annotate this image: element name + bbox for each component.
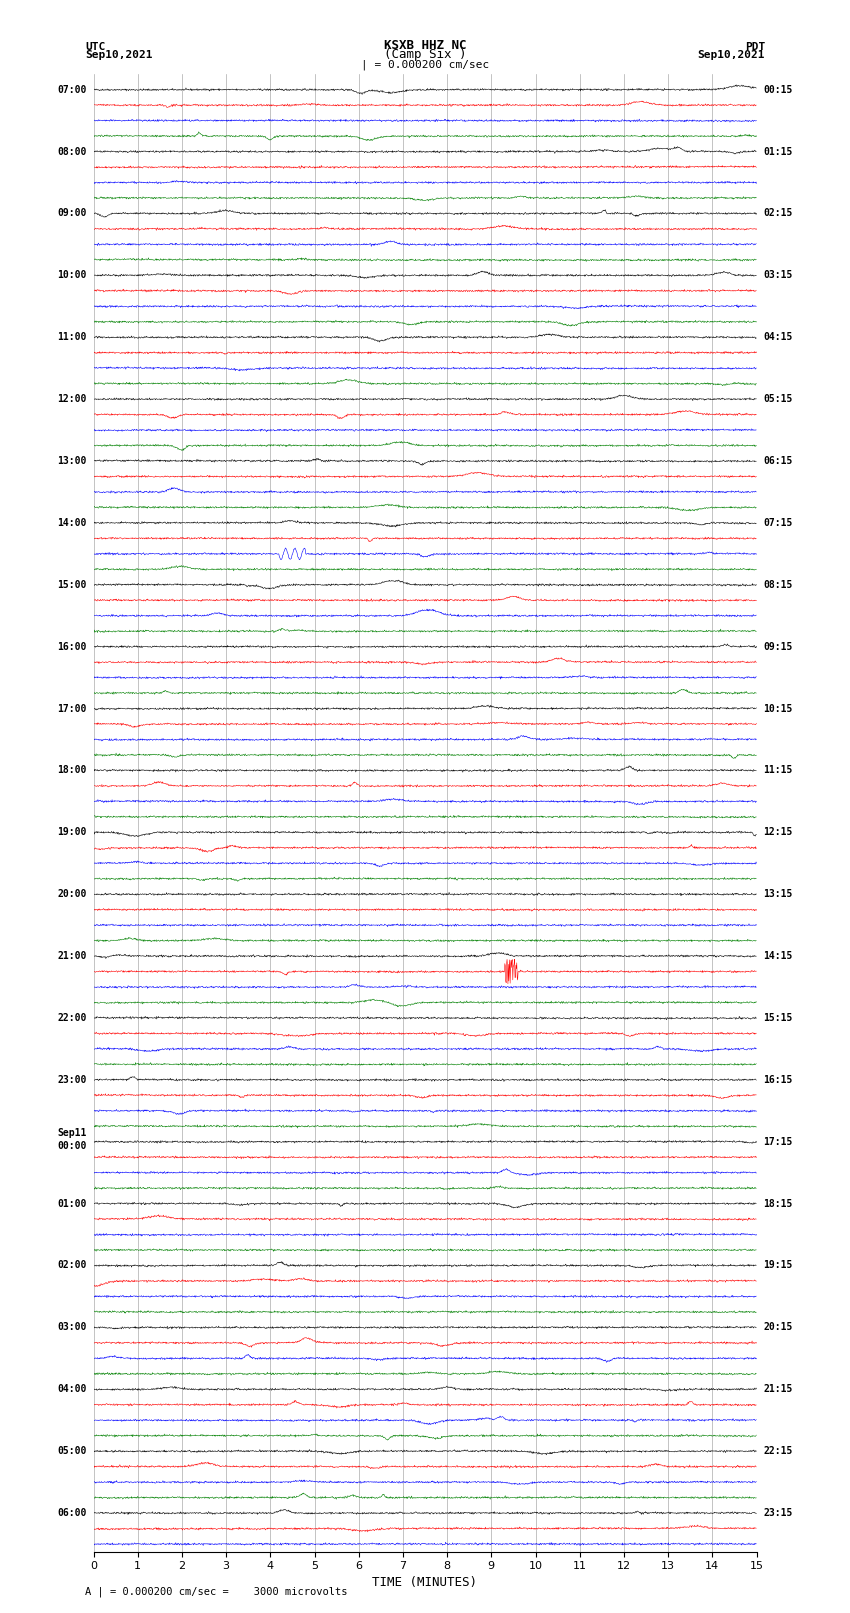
Text: UTC: UTC [85, 42, 105, 52]
Text: (Camp Six ): (Camp Six ) [383, 48, 467, 61]
Text: 14:15: 14:15 [763, 952, 793, 961]
Text: 16:00: 16:00 [57, 642, 87, 652]
Text: 13:00: 13:00 [57, 456, 87, 466]
Text: 21:00: 21:00 [57, 952, 87, 961]
Text: 04:15: 04:15 [763, 332, 793, 342]
X-axis label: TIME (MINUTES): TIME (MINUTES) [372, 1576, 478, 1589]
Text: 10:15: 10:15 [763, 703, 793, 713]
Text: Sep11: Sep11 [57, 1129, 87, 1139]
Text: 10:00: 10:00 [57, 271, 87, 281]
Text: 11:00: 11:00 [57, 332, 87, 342]
Text: 12:00: 12:00 [57, 394, 87, 405]
Text: 05:15: 05:15 [763, 394, 793, 405]
Text: 02:00: 02:00 [57, 1260, 87, 1271]
Text: 09:15: 09:15 [763, 642, 793, 652]
Text: 08:00: 08:00 [57, 147, 87, 156]
Text: 03:15: 03:15 [763, 271, 793, 281]
Text: 23:15: 23:15 [763, 1508, 793, 1518]
Text: 09:00: 09:00 [57, 208, 87, 218]
Text: 16:15: 16:15 [763, 1074, 793, 1086]
Text: 13:15: 13:15 [763, 889, 793, 898]
Text: 03:00: 03:00 [57, 1323, 87, 1332]
Text: 07:00: 07:00 [57, 84, 87, 95]
Text: 11:15: 11:15 [763, 766, 793, 776]
Text: 15:15: 15:15 [763, 1013, 793, 1023]
Text: 06:15: 06:15 [763, 456, 793, 466]
Text: | = 0.000200 cm/sec: | = 0.000200 cm/sec [361, 60, 489, 71]
Text: 00:00: 00:00 [57, 1140, 87, 1152]
Text: 01:15: 01:15 [763, 147, 793, 156]
Text: 05:00: 05:00 [57, 1447, 87, 1457]
Text: 22:15: 22:15 [763, 1447, 793, 1457]
Text: 14:00: 14:00 [57, 518, 87, 527]
Text: 00:15: 00:15 [763, 84, 793, 95]
Text: 18:15: 18:15 [763, 1198, 793, 1208]
Text: 22:00: 22:00 [57, 1013, 87, 1023]
Text: 12:15: 12:15 [763, 827, 793, 837]
Text: 17:15: 17:15 [763, 1137, 793, 1147]
Text: 19:15: 19:15 [763, 1260, 793, 1271]
Text: 08:15: 08:15 [763, 579, 793, 590]
Text: 07:15: 07:15 [763, 518, 793, 527]
Text: KSXB HHZ NC: KSXB HHZ NC [383, 39, 467, 52]
Text: 20:00: 20:00 [57, 889, 87, 898]
Text: 15:00: 15:00 [57, 579, 87, 590]
Text: 06:00: 06:00 [57, 1508, 87, 1518]
Text: 18:00: 18:00 [57, 766, 87, 776]
Text: Sep10,2021: Sep10,2021 [85, 50, 152, 60]
Text: Sep10,2021: Sep10,2021 [698, 50, 765, 60]
Text: 17:00: 17:00 [57, 703, 87, 713]
Text: PDT: PDT [745, 42, 765, 52]
Text: 21:15: 21:15 [763, 1384, 793, 1394]
Text: 20:15: 20:15 [763, 1323, 793, 1332]
Text: 23:00: 23:00 [57, 1074, 87, 1086]
Text: 19:00: 19:00 [57, 827, 87, 837]
Text: 02:15: 02:15 [763, 208, 793, 218]
Text: 01:00: 01:00 [57, 1198, 87, 1208]
Text: A | = 0.000200 cm/sec =    3000 microvolts: A | = 0.000200 cm/sec = 3000 microvolts [85, 1586, 348, 1597]
Text: 04:00: 04:00 [57, 1384, 87, 1394]
